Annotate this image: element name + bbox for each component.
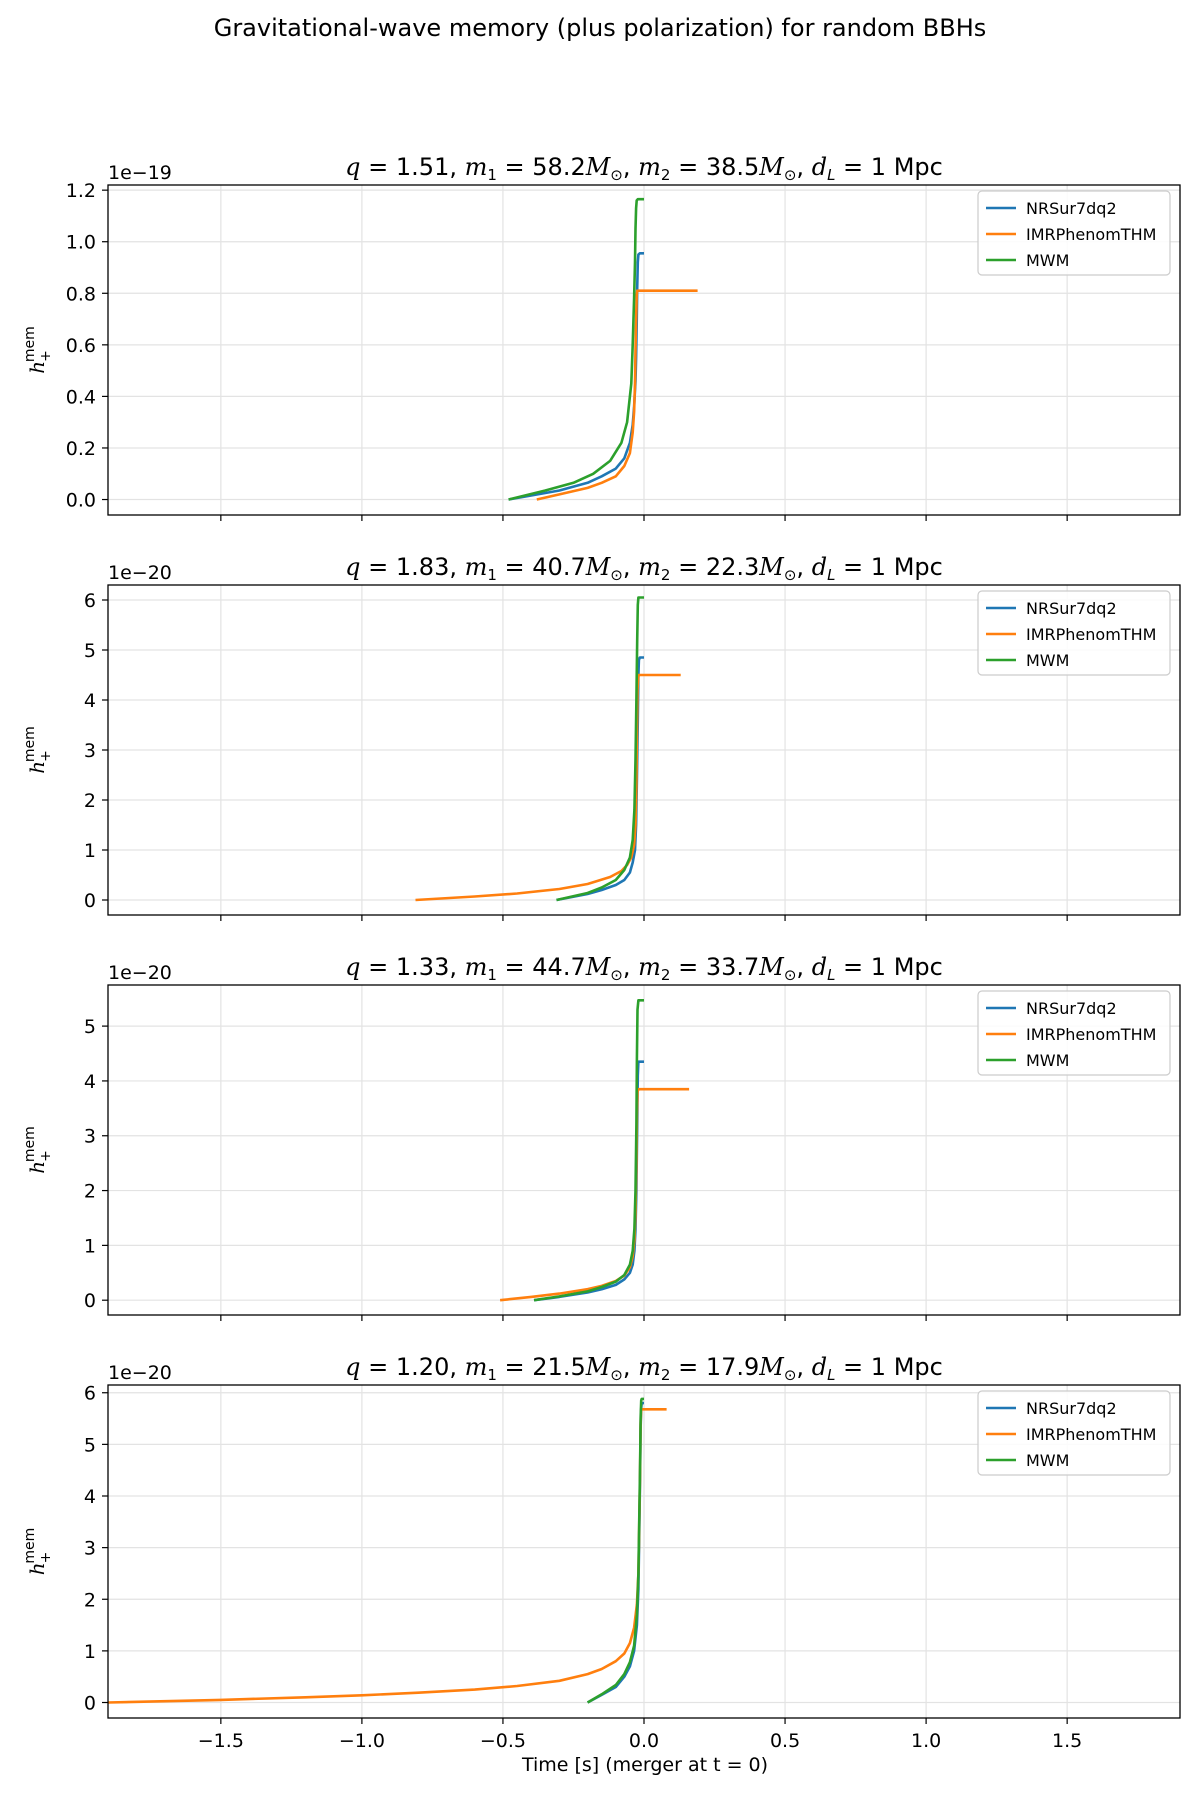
y-tick-label: 5 [84, 1016, 96, 1038]
y-tick-label: 0 [84, 890, 96, 912]
y-tick-label: 0.2 [66, 438, 96, 460]
subplot-3: 0 1 2 3 4 5 1e−20 q = 1.33, m1 = 44.7M⊙, m2 = 3… [22, 953, 1181, 1321]
legend-frame [977, 1390, 1171, 1476]
legend-entry: MWM [1026, 1451, 1069, 1470]
y-tick-label: 0 [84, 1693, 96, 1715]
y-tick-label: 1 [84, 840, 96, 862]
y-tick-label: 1 [84, 1235, 96, 1257]
series-group [415, 596, 681, 902]
y-tick-label: 2 [84, 790, 96, 812]
subplot-title: q = 1.51, m1 = 58.2M⊙, m2 = 38.5M⊙, dL =… [345, 153, 943, 184]
subplot-1: 0.0 0.2 0.4 0.6 0.8 1.0 1.2 1e−19 q = 1.51, m1 =… [22, 153, 1181, 521]
legend-entry: NRSur7dq2 [1026, 1399, 1117, 1418]
y-tick-label: 0.4 [66, 386, 96, 408]
y-tick-label: 2 [84, 1181, 96, 1203]
x-axis-label: Time [s] (merger at t = 0) [521, 1754, 768, 1776]
figure-suptitle: Gravitational-wave memory (plus polariza… [214, 14, 987, 42]
y-axis-label: h+mem [22, 1528, 54, 1576]
y-tick-label: 1 [84, 1641, 96, 1663]
y-tick-label: 0.6 [66, 335, 96, 357]
legend-entry: IMRPhenomTHM [1026, 625, 1156, 644]
y-tick-label: 4 [84, 1071, 96, 1093]
series-line-imrphenomthm [415, 673, 681, 902]
y-offset-text: 1e−20 [108, 562, 172, 584]
x-tick-label: −1.0 [339, 1730, 385, 1752]
legend: NRSur7dq2 IMRPhenomTHM MWM [977, 990, 1171, 1076]
y-tick-label: 1.2 [66, 180, 96, 202]
y-tick-label: 3 [84, 1538, 96, 1560]
y-tick-label: 6 [84, 1383, 96, 1405]
legend-entry: MWM [1026, 251, 1069, 270]
legend-entry: IMRPhenomTHM [1026, 1425, 1156, 1444]
legend-entry: IMRPhenomTHM [1026, 1025, 1156, 1044]
y-offset-text: 1e−20 [108, 962, 172, 984]
series-line-mwm [556, 596, 644, 902]
legend-entry: MWM [1026, 651, 1069, 670]
legend: NRSur7dq2 IMRPhenomTHM MWM [977, 590, 1171, 676]
y-tick-label: 4 [84, 1486, 96, 1508]
x-tick-label: 0.0 [629, 1730, 659, 1752]
y-tick-label: 2 [84, 1589, 96, 1611]
series-line-imrphenomthm [499, 1087, 690, 1302]
y-offset-text: 1e−20 [108, 1362, 172, 1384]
legend-frame [977, 990, 1171, 1076]
y-tick-label: 3 [84, 740, 96, 762]
series-group [499, 998, 690, 1302]
x-tick-label: −0.5 [480, 1730, 526, 1752]
y-tick-label: 0.8 [66, 283, 96, 305]
legend: NRSur7dq2 IMRPhenomTHM MWM [977, 190, 1171, 276]
subplot-title: q = 1.83, m1 = 40.7M⊙, m2 = 22.3M⊙, dL =… [345, 553, 943, 584]
legend-entry: NRSur7dq2 [1026, 999, 1117, 1018]
subplot-2: 0 1 2 3 4 5 6 1e−20 q = 1.83, m1 = 40.7M⊙, m2 = … [22, 553, 1181, 921]
legend: NRSur7dq2 IMRPhenomTHM MWM [977, 1390, 1171, 1476]
subplot-title: q = 1.33, m1 = 44.7M⊙, m2 = 33.7M⊙, dL =… [345, 953, 943, 984]
y-tick-label: 3 [84, 1126, 96, 1148]
series-line-nrsur7dq2 [508, 252, 644, 501]
x-tick-label: −1.5 [198, 1730, 244, 1752]
x-tick-label: 0.5 [770, 1730, 800, 1752]
y-offset-text: 1e−19 [108, 162, 172, 184]
y-axis-label: h+mem [22, 726, 54, 774]
x-tick-label: 1.5 [1052, 1730, 1082, 1752]
y-tick-label: 0.0 [66, 490, 96, 512]
subplot-4: 0 1 2 3 4 5 6 −1.5 −1.0 −0.5 0.0 0.5 1.0 1.5 1e−20 q = … [22, 1353, 1181, 1752]
series-group [108, 1397, 667, 1704]
x-tick-label: 1.0 [911, 1730, 941, 1752]
y-tick-label: 6 [84, 590, 96, 612]
y-tick-label: 0 [84, 1290, 96, 1312]
series-line-nrsur7dq2 [533, 1060, 644, 1302]
series-line-mwm [586, 1397, 644, 1704]
y-axis-label: h+mem [22, 326, 54, 374]
series-line-imrphenomthm [108, 1408, 667, 1704]
y-tick-label: 5 [84, 1434, 96, 1456]
y-tick-label: 1.0 [66, 232, 96, 254]
series-group [508, 197, 698, 501]
series-line-nrsur7dq2 [586, 1401, 644, 1704]
y-tick-label: 4 [84, 690, 96, 712]
legend-frame [977, 590, 1171, 676]
series-line-mwm [508, 197, 644, 501]
legend-entry: NRSur7dq2 [1026, 199, 1117, 218]
series-line-nrsur7dq2 [556, 656, 644, 902]
series-line-imrphenomthm [536, 289, 698, 501]
y-axis-label: h+mem [22, 1126, 54, 1174]
y-tick-label: 5 [84, 640, 96, 662]
subplot-grid: 0.0 0.2 0.4 0.6 0.8 1.0 1.2 1e−19 q = 1.51, m1 =… [22, 153, 1181, 1752]
legend-frame [977, 190, 1171, 276]
legend-entry: MWM [1026, 1051, 1069, 1070]
subplot-title: q = 1.20, m1 = 21.5M⊙, m2 = 17.9M⊙, dL =… [345, 1353, 943, 1384]
legend-entry: IMRPhenomTHM [1026, 225, 1156, 244]
legend-entry: NRSur7dq2 [1026, 599, 1117, 618]
series-line-mwm [533, 998, 644, 1302]
